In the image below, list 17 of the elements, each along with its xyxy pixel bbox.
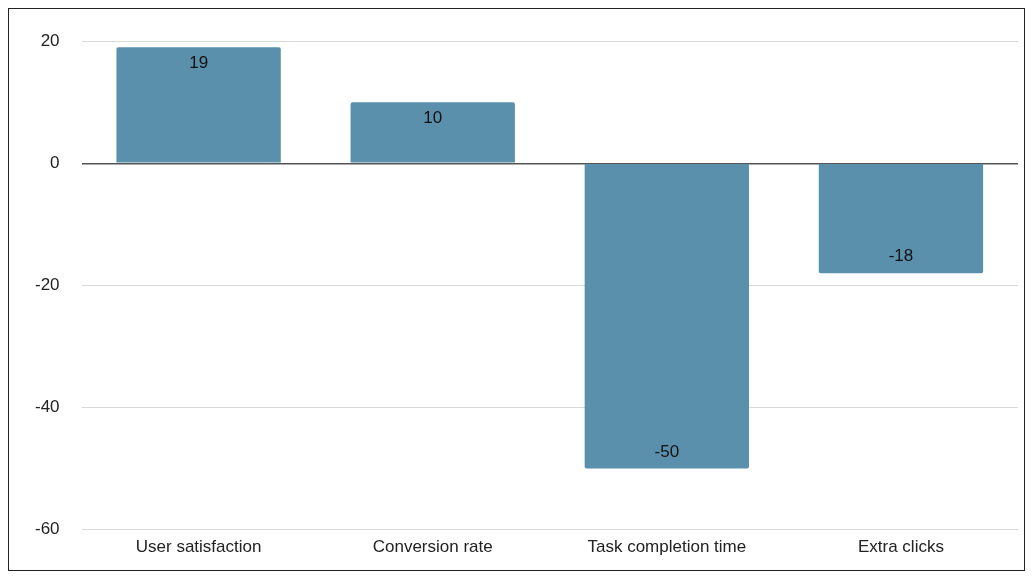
bar	[818, 164, 984, 274]
y-tick-label: 20	[40, 30, 60, 50]
data-label: -50	[654, 441, 680, 461]
y-tick-label: -60	[34, 519, 60, 539]
bar	[584, 164, 750, 469]
bar	[116, 47, 281, 163]
data-label: -18	[888, 246, 914, 266]
data-label: 10	[423, 108, 443, 128]
x-tick-label: User satisfaction	[135, 537, 262, 557]
y-tick-label: -40	[34, 397, 60, 417]
x-tick-label: Extra clicks	[857, 537, 944, 557]
bar	[350, 102, 515, 163]
y-tick-label: 0	[50, 152, 60, 172]
y-tick-label: -20	[34, 275, 60, 295]
x-tick-label: Conversion rate	[372, 537, 493, 557]
x-tick-label: Task completion time	[587, 537, 747, 557]
data-label: 19	[189, 53, 209, 73]
